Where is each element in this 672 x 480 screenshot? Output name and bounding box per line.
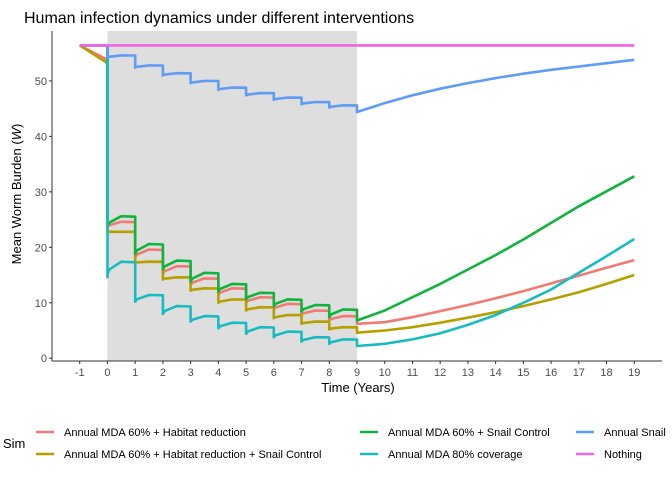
y-tick-label: 40	[35, 131, 47, 143]
x-axis: -1 0 1 2 3 4 5 6 7 8 9 10 11 12 13 14 15 16 17 18 19	[52, 360, 662, 379]
legend: Sim Annual MDA 60% + Habitat reduction An…	[3, 427, 666, 461]
x-tick-label: 5	[243, 367, 249, 379]
y-axis: 0 10 20 30 40 50	[35, 31, 53, 365]
legend-item: Nothing	[576, 449, 642, 461]
x-tick-label: 9	[354, 367, 360, 379]
x-tick-label: 0	[104, 367, 110, 379]
x-axis-title: Time (Years)	[321, 380, 394, 395]
y-axis-title: Mean Worm Burden (W)	[9, 124, 24, 265]
y-tick-label: 20	[35, 242, 47, 254]
y-tick-label: 0	[41, 353, 47, 365]
legend-label: Annual Snail	[604, 427, 666, 439]
legend-item: Annual MDA 60% + Habitat reduction	[36, 427, 246, 439]
legend-label: Annual MDA 80% coverage	[388, 449, 523, 461]
x-tick-label: 19	[628, 367, 640, 379]
x-tick-label: 14	[490, 367, 502, 379]
x-tick-label: 3	[188, 367, 194, 379]
x-tick-label: 18	[600, 367, 612, 379]
x-tick-label: 10	[379, 367, 391, 379]
legend-label: Nothing	[604, 449, 642, 461]
x-tick-label: 7	[298, 367, 304, 379]
x-tick-label: -1	[75, 367, 85, 379]
series-line-4	[79, 44, 635, 114]
x-tick-label: 4	[215, 367, 221, 379]
legend-label: Annual MDA 60% + Habitat reduction	[64, 427, 246, 439]
legend-item: Annual MDA 60% + Snail Control	[360, 427, 550, 439]
x-tick-label: 8	[326, 367, 332, 379]
series-lines	[78, 44, 635, 348]
series-line-0	[79, 44, 635, 326]
x-tick-label: 16	[545, 367, 557, 379]
y-tick-label: 30	[35, 187, 47, 199]
x-tick-label: 1	[132, 367, 138, 379]
legend-label: Annual MDA 60% + Habitat reduction + Sna…	[64, 449, 321, 461]
x-tick-label: 15	[517, 367, 529, 379]
series-line-2	[79, 44, 635, 322]
series-line-1	[78, 44, 635, 334]
legend-item: Annual MDA 80% coverage	[360, 449, 523, 461]
series-line-3	[79, 44, 635, 348]
legend-label: Annual MDA 60% + Snail Control	[388, 427, 550, 439]
x-tick-label: 2	[160, 367, 166, 379]
x-tick-label: 11	[407, 367, 418, 379]
chart-title: Human infection dynamics under different…	[24, 10, 414, 27]
legend-title: Sim	[3, 436, 25, 451]
y-tick-label: 50	[35, 76, 47, 88]
x-tick-label: 13	[462, 367, 474, 379]
legend-item: Annual Snail	[576, 427, 666, 439]
legend-item: Annual MDA 60% + Habitat reduction + Sna…	[36, 449, 321, 461]
y-tick-label: 10	[35, 298, 47, 310]
x-tick-label: 12	[434, 367, 446, 379]
x-tick-label: 17	[573, 367, 585, 379]
x-tick-label: 6	[271, 367, 277, 379]
